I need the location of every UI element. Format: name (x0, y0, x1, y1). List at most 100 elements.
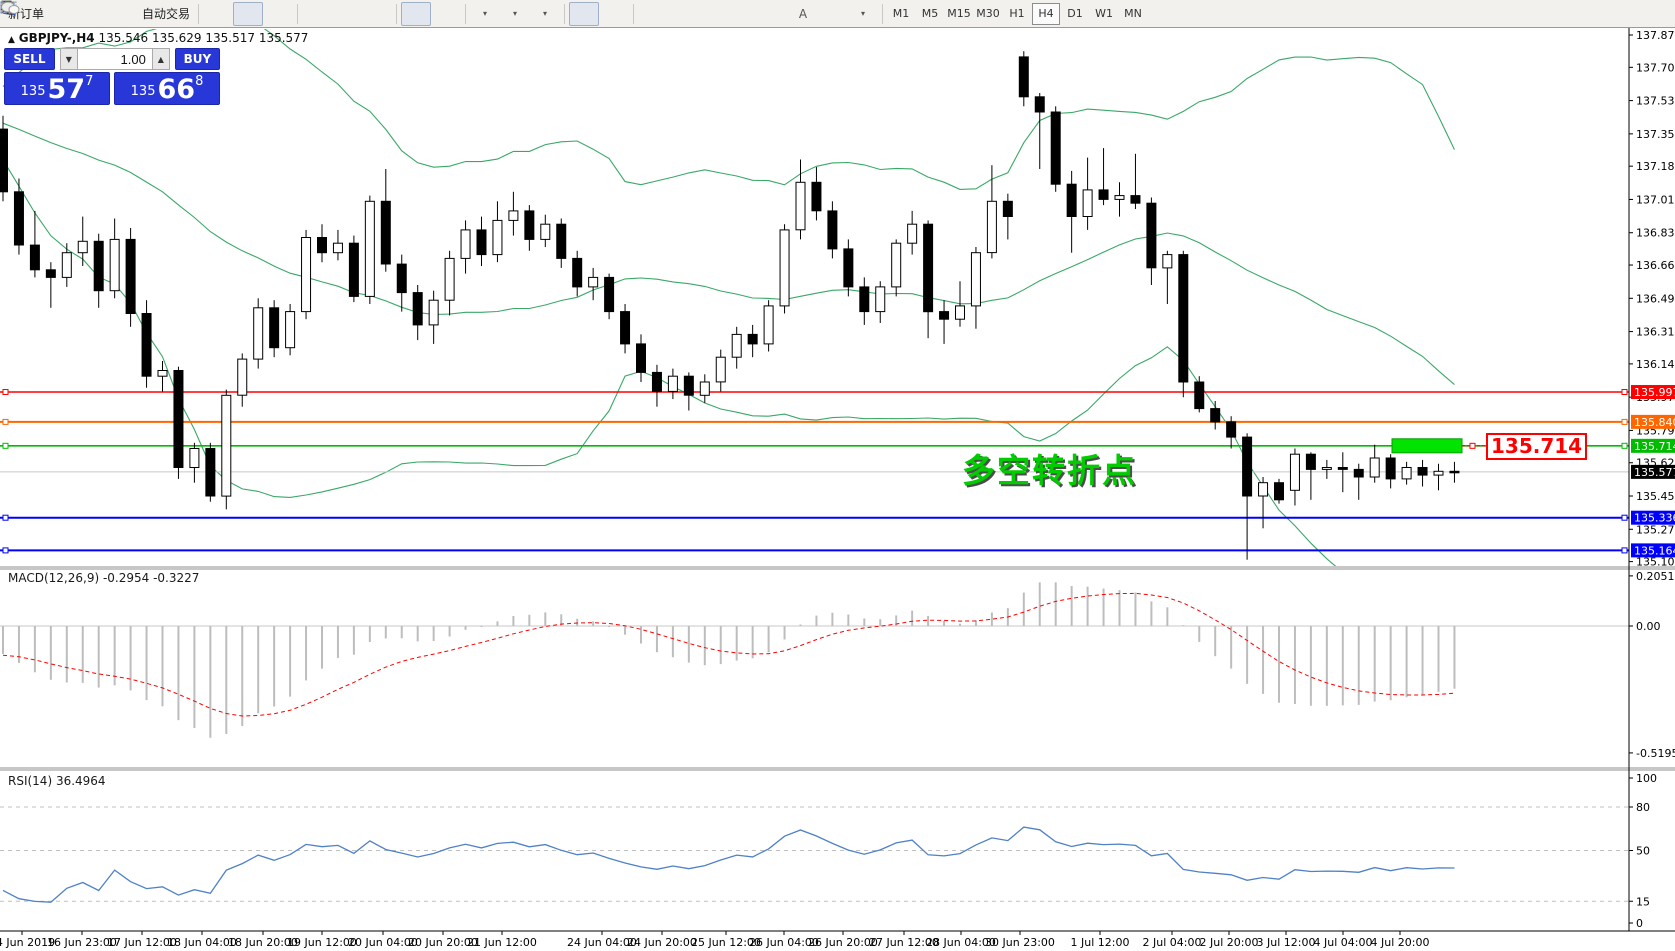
svg-text:137.185: 137.185 (1636, 160, 1675, 173)
chart-shift-button[interactable] (3, 2, 461, 26)
timeframe-h4[interactable]: H4 (1032, 2, 1061, 25)
bollinger-lower (2, 159, 1337, 566)
svg-text:20 Jun 20:00: 20 Jun 20:00 (408, 936, 478, 949)
candle-down (125, 238, 136, 314)
candle-up (508, 210, 519, 221)
svg-text:20 Jun 04:00: 20 Jun 04:00 (348, 936, 418, 949)
candle-up (1369, 457, 1380, 478)
candle-down (556, 223, 567, 259)
candle-up (1114, 195, 1125, 200)
text-button[interactable]: A (788, 2, 818, 26)
sell-price-main: 57 (47, 74, 86, 105)
equidistant-channel-button[interactable]: E (0, 0, 758, 26)
price-axis-badge: 135.714 (1631, 438, 1675, 453)
signals-button[interactable] (1, 0, 138, 26)
buy-price-button[interactable]: 135 66 8 (114, 72, 220, 105)
svg-text:16 Jun 23:00: 16 Jun 23:00 (47, 936, 117, 949)
svg-text:137.875: 137.875 (1636, 29, 1675, 42)
candle-up (763, 305, 774, 345)
candle-up (428, 299, 439, 326)
line-endpoint-marker (2, 547, 9, 554)
buy-button[interactable]: BUY (174, 48, 220, 70)
candle-down (269, 307, 280, 349)
timeframe-m30[interactable]: M30 (976, 7, 1000, 20)
callout-marker (1469, 442, 1476, 449)
candle-down (1002, 200, 1013, 218)
periods-button[interactable]: ▾ (1, 1, 530, 26)
candle-down (1034, 96, 1045, 113)
candle-down (141, 313, 152, 377)
bollinger-bands (2, 29, 1455, 566)
candle-up (875, 286, 886, 313)
horizontal-lines (0, 389, 1629, 554)
sell-price-button[interactable]: 135 57 7 (4, 72, 110, 105)
candle-down (923, 223, 934, 313)
bollinger-upper (2, 29, 1455, 190)
candle-up (891, 242, 902, 288)
horizontal-line-button[interactable] (1, 2, 698, 26)
panel-collapse-icon[interactable]: ▲ (8, 35, 15, 45)
svg-text:135.105: 135.105 (1636, 556, 1675, 569)
timeframe-mn[interactable]: MN (1124, 7, 1142, 20)
candle-up (955, 305, 965, 320)
candle-down (205, 448, 216, 497)
candle-up (1082, 189, 1093, 217)
candle-down (1210, 408, 1221, 423)
svg-text:137.355: 137.355 (1636, 128, 1675, 141)
text-label-button[interactable]: T (0, 1, 848, 26)
svg-text:15: 15 (1636, 895, 1650, 908)
zoom-in-button[interactable] (1, 1, 332, 26)
svg-text:136.315: 136.315 (1636, 326, 1675, 339)
candlestick-chart-button[interactable] (1, 1, 264, 26)
eraser-button[interactable] (2, 2, 78, 26)
cursor-button[interactable] (3, 1, 600, 26)
arrows-button[interactable]: ▾ (3, 2, 878, 26)
volume-input[interactable] (77, 48, 152, 70)
timeframe-w1[interactable]: W1 (1095, 7, 1113, 20)
macd-layer (2, 582, 1456, 738)
candle-up (237, 358, 248, 396)
svg-text:21 Jun 12:00: 21 Jun 12:00 (467, 936, 537, 949)
candle-up (699, 381, 710, 396)
candle-up (588, 276, 599, 288)
crosshair-button[interactable] (1, 1, 629, 26)
volume-increase-button[interactable]: ▲ (151, 48, 170, 70)
candle-down (524, 210, 535, 240)
auto-trading-button[interactable]: 自动交易 (0, 2, 194, 26)
dropdown-caret-icon: ▾ (513, 9, 518, 18)
price-callout-label[interactable]: 135.714 (1486, 433, 1588, 460)
trendline-button[interactable] (1, 1, 728, 26)
candle-up (364, 200, 375, 297)
chat-icon[interactable] (0, 0, 20, 16)
zoom-out-button[interactable] (1, 1, 362, 26)
auto-scroll-button[interactable] (3, 1, 432, 26)
candle-up (157, 370, 168, 377)
vertical-line-button[interactable] (5, 1, 668, 26)
candle-down (620, 311, 631, 345)
candle-down (412, 292, 423, 326)
timeframe-m1[interactable]: M1 (892, 7, 910, 20)
candle-down (380, 200, 391, 265)
line-endpoint-marker (1621, 442, 1628, 449)
timeframe-m15[interactable]: M15 (947, 7, 971, 20)
timeframe-d1[interactable]: D1 (1067, 7, 1083, 20)
candle-up (109, 238, 120, 292)
templates-button[interactable]: ▾ (0, 1, 560, 26)
sell-price-sup: 7 (85, 74, 94, 89)
candle-down (173, 370, 184, 468)
sell-button[interactable]: SELL (4, 48, 55, 70)
tile-windows-button[interactable] (1, 2, 392, 26)
line-chart-button[interactable] (0, 2, 293, 26)
indicators-button[interactable]: ▾ (0, 2, 500, 26)
timeframe-m5[interactable]: M5 (921, 7, 939, 20)
volume-decrease-button[interactable]: ▼ (59, 48, 78, 70)
bar-chart-button[interactable] (1, 2, 233, 26)
candle-down (1449, 470, 1460, 474)
macd-signal-line (2, 592, 1455, 717)
candle-down (1098, 189, 1109, 200)
buy-price-prefix: 135 (130, 84, 156, 99)
timeframe-h1[interactable]: H1 (1009, 7, 1025, 20)
fibonacci-button[interactable]: F (1, 2, 788, 26)
experts-button[interactable] (0, 2, 108, 26)
